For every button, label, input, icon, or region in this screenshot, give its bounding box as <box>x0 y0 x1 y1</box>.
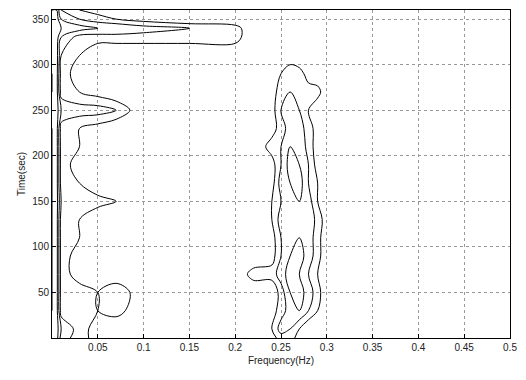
svg-text:100: 100 <box>32 241 49 252</box>
svg-text:Frequency(Hz): Frequency(Hz) <box>248 355 314 366</box>
svg-text:0.5: 0.5 <box>503 342 517 353</box>
svg-text:0.45: 0.45 <box>454 342 474 353</box>
svg-text:0.2: 0.2 <box>228 342 242 353</box>
svg-text:200: 200 <box>32 150 49 161</box>
svg-text:0.35: 0.35 <box>363 342 383 353</box>
svg-text:0.3: 0.3 <box>320 342 334 353</box>
svg-text:50: 50 <box>38 287 50 298</box>
svg-text:300: 300 <box>32 59 49 70</box>
svg-text:0.25: 0.25 <box>271 342 291 353</box>
svg-text:350: 350 <box>32 14 49 25</box>
svg-text:0.05: 0.05 <box>88 342 108 353</box>
svg-text:0.15: 0.15 <box>180 342 200 353</box>
svg-text:150: 150 <box>32 196 49 207</box>
svg-text:0.4: 0.4 <box>411 342 425 353</box>
svg-text:Time(sec): Time(sec) <box>16 152 27 196</box>
svg-text:0.1: 0.1 <box>137 342 151 353</box>
svg-text:250: 250 <box>32 105 49 116</box>
